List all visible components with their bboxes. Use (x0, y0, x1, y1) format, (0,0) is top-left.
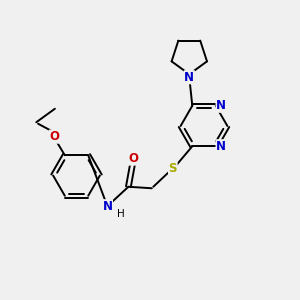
Text: O: O (128, 152, 138, 165)
Text: S: S (169, 162, 177, 175)
Text: N: N (216, 140, 226, 153)
Text: H: H (117, 209, 125, 219)
Text: N: N (102, 200, 112, 213)
Text: N: N (184, 71, 194, 84)
Text: O: O (49, 130, 59, 143)
Text: N: N (216, 99, 226, 112)
